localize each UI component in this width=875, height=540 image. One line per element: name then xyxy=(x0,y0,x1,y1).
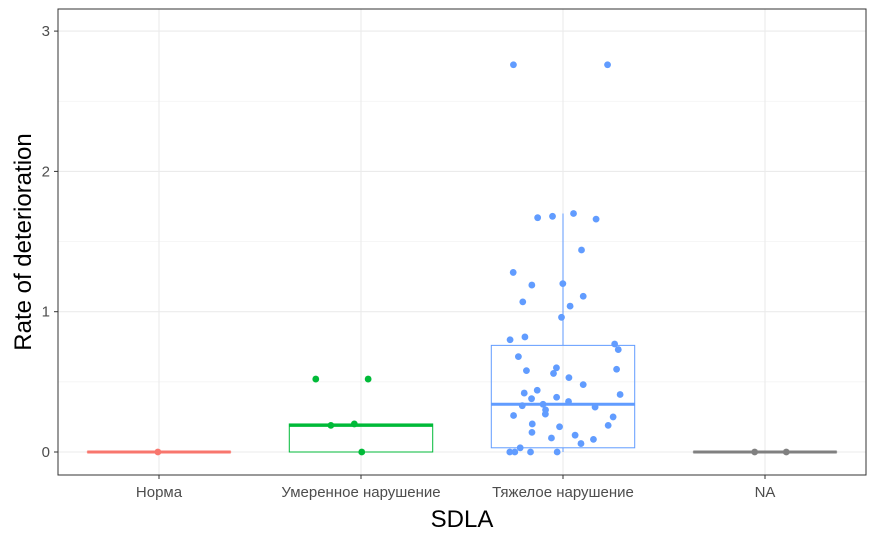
data-point xyxy=(516,444,524,452)
data-point xyxy=(527,448,534,456)
panel-border xyxy=(57,8,867,476)
data-point xyxy=(604,61,611,69)
x-axis-title: SDLA xyxy=(431,506,494,533)
data-point xyxy=(510,61,517,69)
box-iqr xyxy=(490,344,636,449)
data-point xyxy=(550,370,557,377)
data-point xyxy=(571,431,579,439)
data-point xyxy=(604,421,612,429)
y-tick-label: 0 xyxy=(42,444,50,461)
box-layer xyxy=(86,213,838,454)
data-point xyxy=(506,336,514,344)
x-tick-label: Тяжелое нарушение xyxy=(492,484,634,501)
data-point xyxy=(590,435,597,443)
data-point xyxy=(782,448,790,456)
data-point xyxy=(559,280,567,288)
data-point xyxy=(549,212,556,220)
data-point xyxy=(553,364,560,372)
data-point xyxy=(528,428,536,436)
data-point xyxy=(364,375,372,383)
data-point xyxy=(578,246,585,254)
data-point xyxy=(520,389,528,397)
y-tick-label: 1 xyxy=(42,304,50,321)
y-axis-title: Rate of deterioration xyxy=(10,133,37,350)
data-point xyxy=(579,381,587,389)
y-axis: 0 1 2 3 xyxy=(42,23,58,461)
data-point xyxy=(556,423,563,431)
y-tick-label: 3 xyxy=(42,23,50,40)
data-point xyxy=(579,292,587,300)
x-tick-label: Умеренное нарушение xyxy=(281,484,440,501)
data-point xyxy=(577,440,585,447)
data-point xyxy=(541,410,549,418)
data-point xyxy=(533,386,541,394)
y-tick-label: 2 xyxy=(42,163,50,180)
data-point xyxy=(528,281,536,289)
data-point xyxy=(519,298,527,306)
data-point xyxy=(553,393,561,401)
data-point xyxy=(521,333,529,341)
data-point xyxy=(350,420,358,428)
x-axis: Норма Умеренное нарушение Тяжелое нарушени… xyxy=(136,475,776,501)
data-point xyxy=(614,346,622,353)
data-point xyxy=(506,448,514,456)
x-tick-label: Норма xyxy=(136,484,183,501)
data-point xyxy=(609,413,617,421)
data-point xyxy=(565,398,572,405)
data-point xyxy=(592,215,600,223)
data-point xyxy=(591,403,599,411)
data-point xyxy=(566,302,574,310)
grid-lines xyxy=(58,9,866,475)
data-point xyxy=(565,374,573,382)
data-point xyxy=(548,434,555,442)
data-point xyxy=(570,210,577,217)
data-point xyxy=(534,214,542,222)
data-point xyxy=(509,269,517,276)
data-point xyxy=(611,340,619,348)
data-point xyxy=(553,448,561,456)
data-point xyxy=(511,448,519,456)
data-point xyxy=(616,391,624,398)
data-point xyxy=(518,402,526,410)
data-point xyxy=(528,395,535,403)
data-point xyxy=(312,375,320,383)
data-point xyxy=(358,448,366,456)
x-tick-label: NA xyxy=(755,484,776,501)
data-point xyxy=(528,420,536,428)
data-point xyxy=(523,367,530,375)
data-point xyxy=(751,448,759,456)
data-point xyxy=(515,353,522,360)
data-point xyxy=(613,365,620,373)
data-point xyxy=(539,400,547,408)
data-point xyxy=(558,313,565,321)
point-layer xyxy=(154,61,790,456)
data-point xyxy=(327,421,335,429)
data-point xyxy=(154,448,162,456)
data-point xyxy=(510,412,517,419)
